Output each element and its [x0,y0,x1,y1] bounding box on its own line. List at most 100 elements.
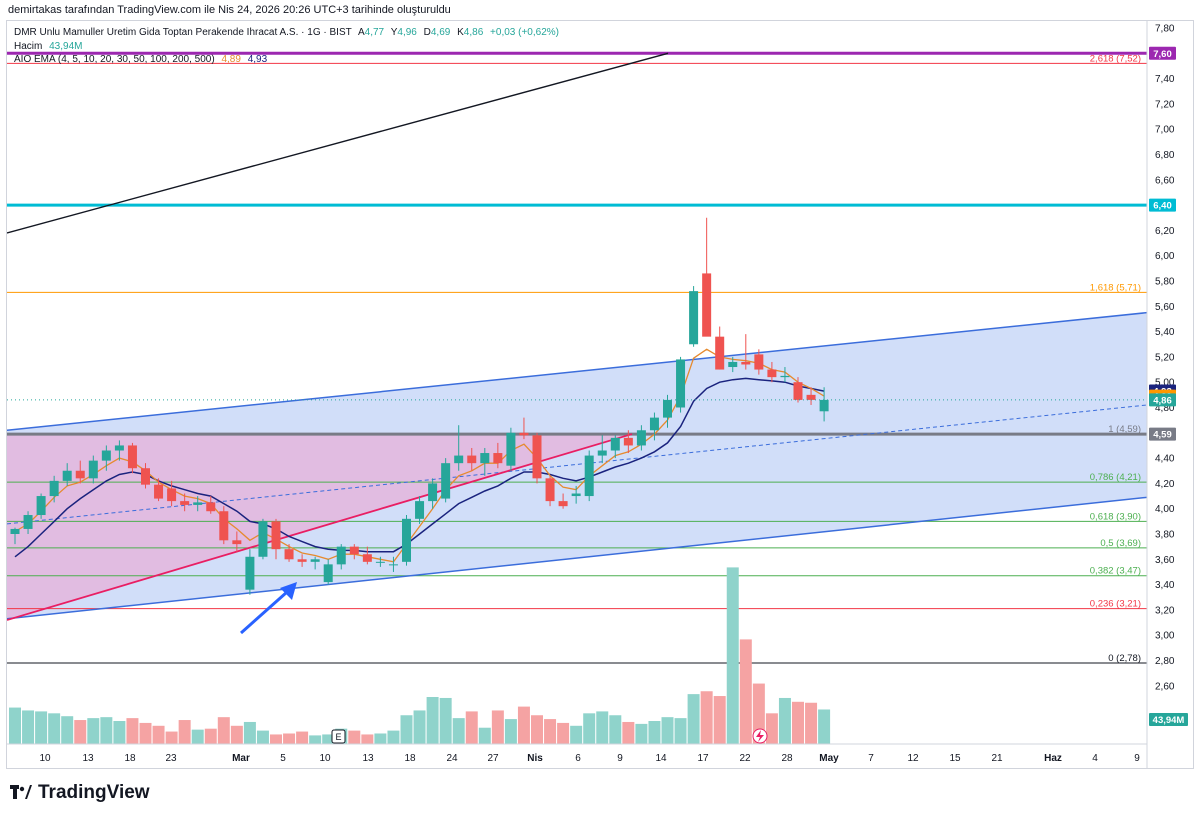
candle-body [428,483,438,502]
candle-body [388,564,398,566]
volume-bar [805,702,818,744]
volume-bar [22,710,35,744]
time-tick-label: 9 [617,753,623,764]
candle-body [323,564,333,583]
candle-body [663,399,672,418]
volume-bar [765,713,778,744]
volume-bar [609,715,622,744]
volume-bar [570,725,583,744]
candle-body [793,382,803,400]
open-label: A [357,27,365,38]
time-tick-label: Nis [527,753,543,764]
volume-bar [413,710,426,744]
candle-body [336,546,346,565]
time-tick-label: 5 [280,753,286,764]
time-tick-label: 10 [319,753,331,764]
candle-body [519,432,529,436]
volume-bar [818,709,831,744]
candle-body [206,502,216,512]
channel-lower-line [7,496,1147,620]
volume-bar [713,696,726,744]
candle-body [636,430,646,446]
candle-body [219,511,229,541]
price-badge-label: 6,40 [1153,201,1172,212]
time-tick-label: 6 [575,753,581,764]
tradingview-logo-icon [10,785,32,801]
volume-bar [426,697,439,744]
volume-bar [48,713,61,744]
candle-body [36,496,46,516]
price-tick-label: 3,20 [1155,605,1175,616]
symbol-title[interactable]: DMR Unlu Mamuller Uretim Gida Toptan Per… [14,27,352,38]
candle-body [558,501,568,507]
time-tick-label: 22 [739,753,751,764]
price-tick-label: 7,80 [1155,24,1175,35]
candle-body [584,455,594,497]
fib-level-label: 1 (4,59) [1108,424,1141,435]
candle-body [689,291,699,345]
volume-bar [139,722,152,744]
price-tick-label: 7,20 [1155,99,1175,110]
time-tick-label: Haz [1044,753,1062,764]
price-tick-label: 3,40 [1155,580,1175,591]
candle-body [441,463,451,499]
price-tick-label: 4,00 [1155,504,1175,515]
candle-body [702,273,712,337]
tradingview-logo[interactable]: TradingView [10,782,150,804]
time-tick-label: 23 [165,753,177,764]
volume-bar [400,715,413,744]
low-value: 4,69 [430,27,451,38]
time-tick-label: 13 [362,753,374,764]
volume-bar [165,731,178,744]
volume-bar [113,721,126,744]
candle-body [493,453,503,464]
candle-body [715,336,725,370]
volume-bar [439,697,452,744]
low-label: D [423,27,431,38]
volume-bar [87,718,100,744]
candle-body [49,480,59,497]
volume-bar [61,716,74,744]
fib-level-label: 0 (2,78) [1108,653,1141,664]
close-value: 4,86 [463,27,484,38]
price-tick-label: 5,00 [1155,378,1175,389]
long-trend-line [7,52,669,234]
volume-bar [531,715,543,744]
candle-body [741,361,751,365]
volume-bar [465,711,478,744]
candle-body [780,375,790,378]
legend-symbol-row: DMR Unlu Mamuller Uretim Gida Toptan Per… [14,27,563,38]
channel-fill [7,312,1147,619]
price-badge [1149,46,1176,60]
candle-body [141,468,150,485]
candle-body [545,478,555,502]
time-tick-label: 24 [446,753,458,764]
time-tick-label: May [819,753,839,764]
candle-body [258,521,268,557]
candle-body [819,399,829,412]
price-tick-label: 5,80 [1155,277,1175,288]
volume-label[interactable]: Hacim [14,41,43,52]
price-badge-label: 7,60 [1153,49,1172,60]
time-tick-label: Mar [232,753,250,764]
volume-bar [152,725,165,744]
volume-bar [544,719,557,744]
time-tick-label: 17 [697,753,709,764]
fib-level-label: 0,5 (3,69) [1100,538,1141,549]
annotation-arrow-line [240,590,288,635]
legend-ema-row: AIO EMA (4, 5, 10, 20, 30, 50, 100, 200,… [14,54,271,65]
volume-bar [374,733,387,744]
volume-bar [687,694,700,744]
volume-bar [661,717,674,744]
volume-bar [217,717,230,744]
volume-badge [1149,713,1188,726]
ema-label[interactable]: AIO EMA (4, 5, 10, 20, 30, 50, 100, 200,… [14,54,215,65]
lightning-icon [752,728,768,744]
price-badge [1149,427,1176,441]
volume-bar [700,691,713,744]
candle-body [454,455,464,464]
candle-body [310,559,320,562]
volume-badge-label: 43,94M [1153,715,1185,726]
candle-body [101,450,111,461]
